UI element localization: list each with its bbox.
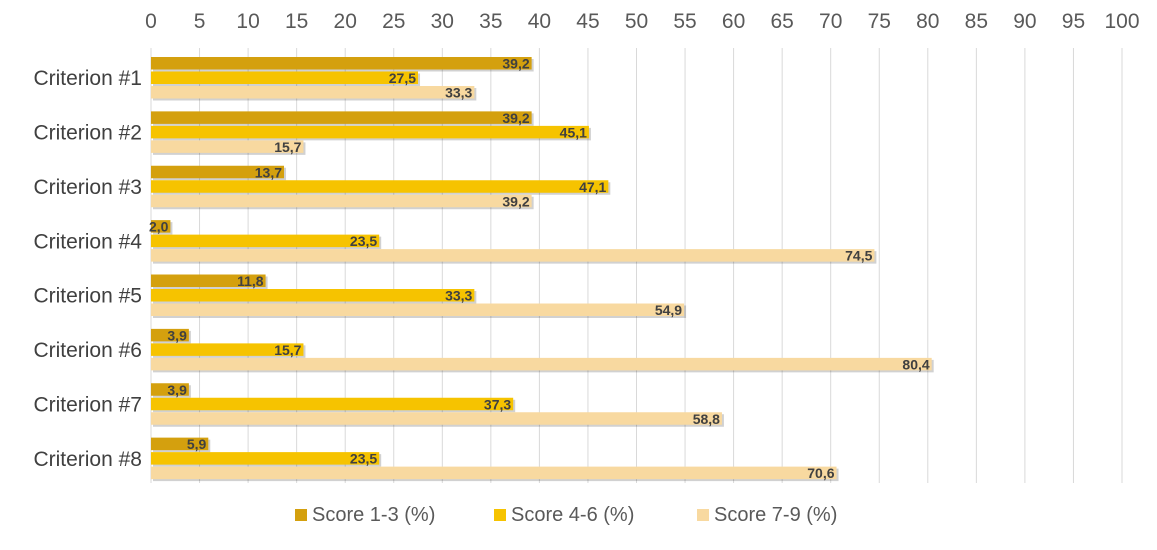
legend-swatch <box>697 509 709 521</box>
bar <box>151 357 932 371</box>
data-label: 27,5 <box>389 70 416 86</box>
category-labels: Criterion #1 Criterion #2 Criterion #3 Crit… <box>33 67 142 471</box>
x-tick-label: 45 <box>576 10 599 33</box>
category-label: Criterion #1 <box>33 67 142 90</box>
data-label: 74,5 <box>845 248 872 264</box>
data-label: 23,5 <box>350 451 377 467</box>
x-tick-label: 5 <box>194 10 206 33</box>
x-tick-label: 70 <box>819 10 842 33</box>
legend-swatch <box>494 509 506 521</box>
category-label: Criterion #2 <box>33 122 142 145</box>
bar <box>151 71 419 84</box>
bar <box>151 303 685 316</box>
data-label: 58,8 <box>693 411 720 427</box>
x-tick-label: 10 <box>236 10 259 33</box>
x-tick-label: 95 <box>1062 10 1085 33</box>
data-label: 2,0 <box>149 219 169 235</box>
data-label: 33,3 <box>445 85 472 101</box>
x-tick-label: 50 <box>625 10 648 33</box>
bar <box>151 194 532 208</box>
data-label: 39,2 <box>502 193 529 209</box>
bar <box>151 57 532 70</box>
data-label: 3,9 <box>167 382 187 398</box>
x-axis-ticks: 0 5 10 15 20 25 30 35 40 45 50 55 60 65 70 75 80 85 90 95 10… <box>145 10 1139 33</box>
x-tick-label: 25 <box>382 10 405 33</box>
bar <box>151 383 189 396</box>
bar <box>151 86 475 99</box>
data-label: 47,1 <box>579 179 606 195</box>
data-label: 23,5 <box>350 233 377 249</box>
category-label: Criterion #7 <box>33 393 142 416</box>
data-label: 5,9 <box>187 436 207 452</box>
category-label: Criterion #5 <box>33 285 142 308</box>
x-tick-label: 65 <box>770 10 793 33</box>
x-tick-label: 20 <box>334 10 357 33</box>
x-tick-label: 80 <box>916 10 939 33</box>
bar <box>151 220 171 233</box>
data-label: 15,7 <box>274 139 301 155</box>
data-label: 45,1 <box>560 124 587 140</box>
legend-label: Score 7-9 (%) <box>714 504 837 526</box>
data-label: 33,3 <box>445 288 472 304</box>
category-label: Criterion #3 <box>33 176 142 199</box>
bar <box>151 397 514 411</box>
x-tick-label: 30 <box>431 10 454 33</box>
data-label: 15,7 <box>274 342 301 358</box>
x-tick-label: 35 <box>479 10 502 33</box>
x-tick-label: 40 <box>528 10 551 33</box>
data-label: 80,4 <box>902 356 929 372</box>
data-label: 54,9 <box>655 302 682 318</box>
x-tick-label: 55 <box>673 10 696 33</box>
bar <box>151 165 285 179</box>
category-label: Criterion #6 <box>33 339 142 362</box>
x-tick-label: 85 <box>965 10 988 33</box>
legend-swatch <box>295 509 307 521</box>
data-label: 3,9 <box>167 327 187 343</box>
bar <box>151 111 532 124</box>
bar <box>151 274 266 287</box>
x-tick-label: 0 <box>145 10 157 33</box>
bar <box>151 343 304 356</box>
x-tick-label: 100 <box>1104 10 1139 33</box>
data-label: 11,8 <box>237 273 264 289</box>
category-label: Criterion #8 <box>33 448 142 471</box>
data-label: 37,3 <box>484 396 511 412</box>
bar <box>151 452 380 465</box>
bar <box>151 234 380 248</box>
bar <box>151 289 475 302</box>
x-tick-label: 90 <box>1013 10 1036 33</box>
data-label: 13,7 <box>255 164 282 180</box>
x-tick-label: 60 <box>722 10 745 33</box>
data-label: 70,6 <box>807 465 834 481</box>
bar <box>151 437 209 451</box>
bar <box>151 466 837 480</box>
category-label: Criterion #4 <box>33 230 142 253</box>
legend: Score 1-3 (%) Score 4-6 (%) Score 7-9 (%) <box>295 504 837 526</box>
data-labels: 39,2 39,2 13,7 2,0 11,8 3,9 3,9 5,9 27,5 45,1 47,1… <box>149 56 930 482</box>
legend-label: Score 4-6 (%) <box>511 504 634 526</box>
bar <box>151 140 304 153</box>
legend-label: Score 1-3 (%) <box>312 504 435 526</box>
bar <box>151 328 189 342</box>
data-label: 39,2 <box>502 110 529 126</box>
x-tick-label: 15 <box>285 10 308 33</box>
data-label: 39,2 <box>502 56 529 72</box>
bar <box>151 412 722 425</box>
bars <box>151 57 934 482</box>
bar <box>151 125 589 139</box>
bar <box>151 180 609 193</box>
x-tick-label: 75 <box>868 10 891 33</box>
bar <box>151 249 875 262</box>
